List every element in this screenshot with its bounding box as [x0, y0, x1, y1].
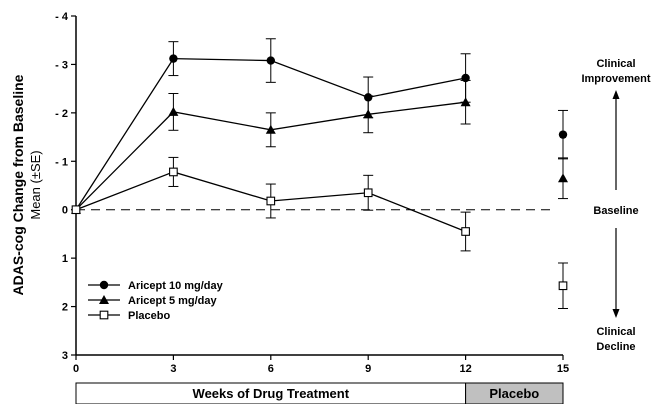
legend-item: Aricept 5 mg/day: [88, 295, 218, 307]
annotation-improvement-line2: Improvement: [581, 73, 650, 85]
annotation-decline-line1: Clinical: [596, 326, 635, 338]
data-point: [266, 196, 276, 206]
series-2: [71, 156, 568, 310]
data-point: [169, 54, 178, 63]
y-tick-label: - 3: [55, 59, 68, 71]
axis-titles: ADAS-cog Change from Baseline Mean (±SE): [10, 74, 43, 295]
x-tick-label: 3: [170, 363, 176, 375]
x-axis-bands: Weeks of Drug Treatment Placebo: [75, 382, 564, 404]
y-axis-title: ADAS-cog Change from Baseline: [10, 74, 26, 295]
y-tick-label: - 4: [55, 11, 69, 23]
data-point: [460, 97, 471, 107]
annotations: Clinical Improvement Baseline Clinical Decli…: [581, 58, 650, 353]
x-tick-label: 12: [459, 363, 471, 375]
band-1: [465, 382, 564, 404]
y-tick-label: 2: [62, 302, 68, 314]
decline-arrowhead: [612, 309, 620, 318]
legend-marker: [99, 310, 109, 320]
y-tick-label: - 2: [55, 108, 68, 120]
data-point: [169, 167, 178, 177]
band-label: Placebo: [489, 386, 539, 401]
y-tick-label: - 1: [55, 156, 68, 168]
x-tick-label: 9: [365, 363, 371, 375]
series-1: [71, 79, 568, 214]
annotation-baseline: Baseline: [593, 205, 638, 217]
x-tick-label: 15: [557, 363, 569, 375]
legend-item: Aricept 10 mg/day: [88, 280, 224, 292]
y-tick-label: 0: [62, 205, 68, 217]
annotation-decline-line2: Decline: [596, 341, 635, 353]
data-point: [168, 106, 179, 116]
data-point: [558, 130, 568, 139]
band-label: Weeks of Drug Treatment: [193, 386, 350, 401]
series-0: [71, 38, 568, 214]
legend-label: Aricept 10 mg/day: [128, 280, 224, 292]
data-point: [265, 124, 276, 134]
legend-label: Aricept 5 mg/day: [128, 295, 218, 307]
legend-item: Placebo: [88, 310, 170, 322]
legend-label: Placebo: [128, 310, 170, 322]
data-point: [461, 227, 470, 236]
legend: Aricept 10 mg/day Aricept 5 mg/day Placebo: [88, 280, 224, 322]
y-axis-subtitle: Mean (±SE): [28, 150, 43, 219]
data-point: [558, 281, 568, 291]
improvement-arrowhead: [612, 90, 620, 99]
data-point: [558, 173, 568, 183]
data-point: [363, 109, 374, 119]
data-point: [363, 188, 373, 198]
y-tick-label: 3: [62, 350, 68, 362]
data-point: [71, 205, 81, 215]
y-tick-label: 1: [62, 253, 68, 265]
x-tick-label: 0: [73, 363, 79, 375]
legend-marker: [99, 280, 109, 290]
x-tick-label: 6: [268, 363, 274, 375]
legend-marker: [99, 295, 109, 304]
data-point: [266, 56, 275, 65]
annotation-improvement-line1: Clinical: [596, 58, 635, 70]
